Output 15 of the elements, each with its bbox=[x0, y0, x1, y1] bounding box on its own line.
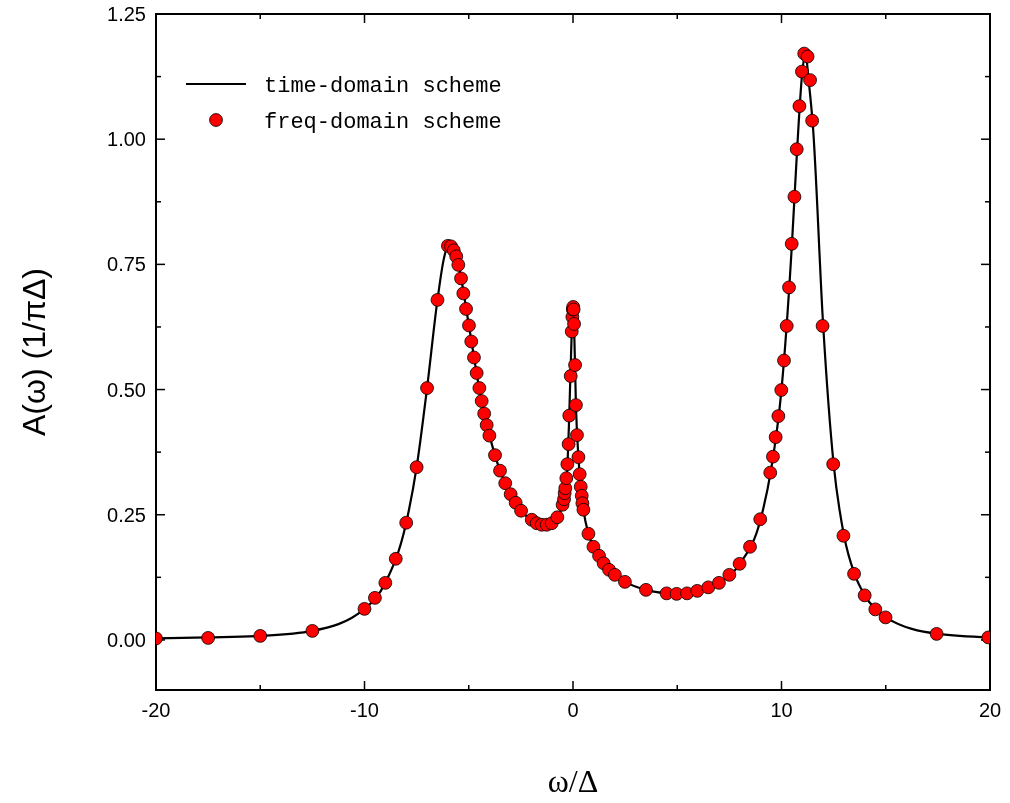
y-axis-title: A(ω) (1/πΔ) bbox=[16, 268, 52, 436]
y-tick-label: 0.50 bbox=[107, 378, 146, 401]
legend-label: freq-domain scheme bbox=[264, 109, 502, 135]
x-tick-label: 10 bbox=[770, 699, 793, 721]
x-tick-label: -10 bbox=[350, 699, 379, 721]
x-axis-title: ω/Δ bbox=[547, 763, 599, 799]
y-tick-label: 0.25 bbox=[107, 503, 146, 526]
legend-label: time-domain scheme bbox=[264, 73, 502, 99]
x-tick-label: -20 bbox=[141, 699, 171, 721]
x-tick-label: 0 bbox=[567, 699, 579, 721]
y-tick-label: 1.00 bbox=[107, 128, 146, 151]
y-tick-label: 0.00 bbox=[107, 628, 146, 651]
x-tick-label: 20 bbox=[978, 699, 1002, 721]
y-tick-label: 0.75 bbox=[107, 253, 146, 276]
y-tick-label: 1.25 bbox=[107, 3, 146, 25]
